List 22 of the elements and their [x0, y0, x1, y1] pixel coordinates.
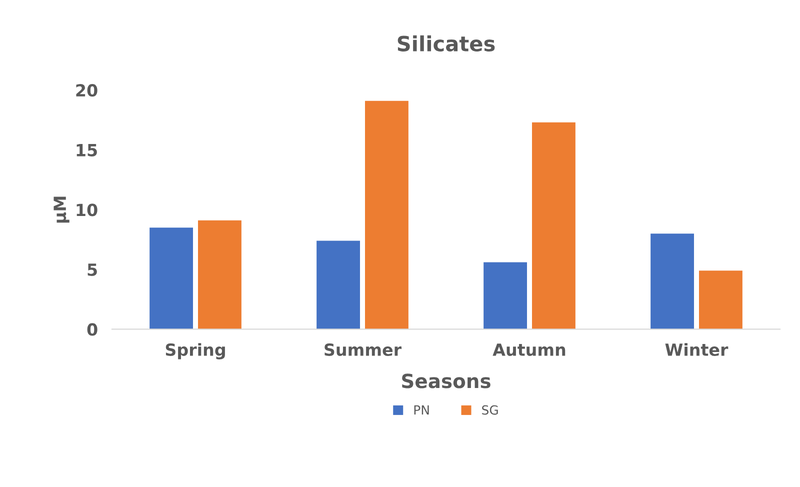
x-tick-label: Winter	[665, 343, 728, 356]
chart-title: Silicates	[398, 35, 495, 52]
bar	[316, 240, 360, 330]
bar	[484, 262, 527, 330]
y-tick-label: 20	[76, 84, 98, 97]
y-tick-label: 5	[88, 264, 97, 276]
y-tick-label: 0	[87, 323, 98, 336]
bar	[532, 122, 576, 330]
x-tick-label: Summer	[324, 343, 402, 356]
bar	[365, 100, 408, 330]
bar	[198, 220, 242, 330]
y-tick-label: 10	[76, 204, 98, 216]
bar	[699, 270, 742, 330]
x-tick-label: Spring	[166, 343, 225, 360]
legend-label: PN	[414, 405, 429, 415]
legend-label: SG	[482, 405, 498, 415]
y-axis-title: µM	[54, 196, 70, 223]
bar	[650, 234, 694, 330]
bar	[150, 228, 193, 330]
x-tick-label: Autumn	[492, 344, 566, 356]
y-tick-label: 15	[76, 144, 97, 156]
x-axis-title: Seasons	[402, 374, 490, 388]
